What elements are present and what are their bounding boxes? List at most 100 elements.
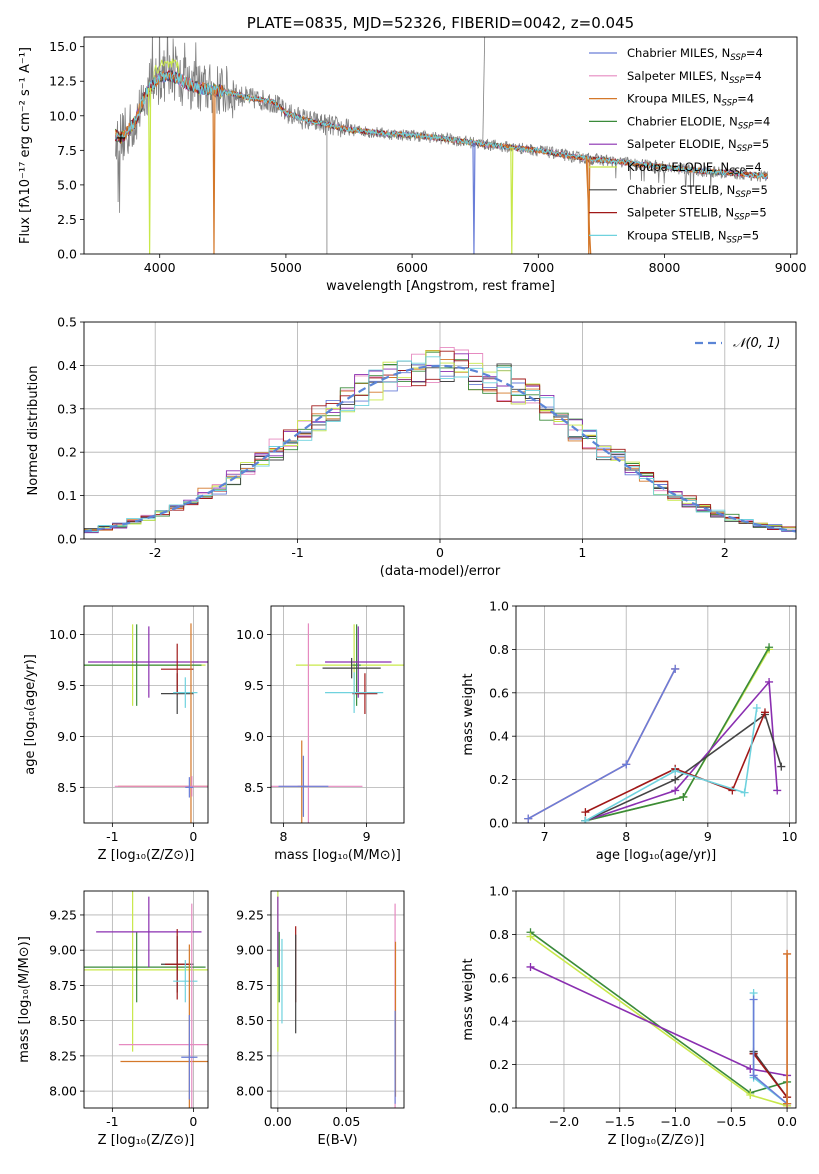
weight-marker bbox=[783, 949, 792, 958]
panel-age-vs-Z: -1 0 8.5 9.0 9.5 10.0 Z [log₁₀(Z/Z⊙)] age [log₁… bbox=[23, 605, 209, 863]
plot-area-residuals bbox=[84, 322, 796, 539]
legend-label: Kroupa MILES, NSSP=4 bbox=[627, 92, 754, 109]
weight-marker bbox=[760, 708, 769, 717]
observed-spectrum bbox=[115, 37, 769, 213]
y-tick-label: 0.8 bbox=[489, 927, 509, 942]
plot-area-age-vs-mass bbox=[271, 606, 404, 823]
axes-frame bbox=[83, 36, 798, 255]
weight-marker bbox=[581, 808, 590, 817]
x-axis-label: Z [log₁₀(Z/Z⊙)] bbox=[98, 1133, 195, 1148]
x-tick-label: 0 bbox=[189, 829, 197, 844]
x-tick-label: 9000 bbox=[775, 260, 807, 275]
y-tick-label: 0.0 bbox=[489, 816, 509, 831]
x-tick-label: 5000 bbox=[270, 260, 302, 275]
y-tick-label: 8.00 bbox=[236, 1084, 264, 1099]
model-dip bbox=[472, 142, 476, 254]
weight-marker bbox=[749, 1071, 758, 1080]
y-axis-label: mass weight bbox=[461, 958, 476, 1040]
y-tick-label: 0.8 bbox=[489, 642, 509, 657]
x-tick-label: −1.0 bbox=[660, 1114, 690, 1129]
x-tick-label: 0.00 bbox=[264, 1114, 292, 1129]
y-tick-label: 8.50 bbox=[236, 1013, 264, 1028]
panel-weight-vs-Z: −2.0 −1.5 −1.0 −0.5 0.0 0.0 0.2 0.4 0.6 0.8 1.0 Z [… bbox=[461, 884, 797, 1149]
y-tick-label: 0.4 bbox=[489, 729, 509, 744]
y-tick-label: 0.5 bbox=[57, 315, 77, 330]
x-axis-label: Z [log₁₀(Z/Z⊙)] bbox=[98, 848, 195, 863]
x-tick-label: 0.0 bbox=[777, 1114, 797, 1129]
model-dip bbox=[585, 157, 592, 254]
x-tick-label: 8000 bbox=[649, 260, 681, 275]
x-tick-label: 0.05 bbox=[332, 1114, 360, 1129]
weight-marker bbox=[765, 677, 774, 686]
weight-marker bbox=[728, 786, 737, 795]
legend: Chabrier MILES, NSSP=4 Salpeter MILES, NS… bbox=[589, 46, 770, 245]
y-tick-label: 9.0 bbox=[57, 729, 77, 744]
chart-title: PLATE=0835, MJD=52326, FIBERID=0042, z=0… bbox=[247, 14, 634, 32]
y-axis-label: mass weight bbox=[461, 673, 476, 755]
y-tick-label: 12.5 bbox=[49, 74, 77, 89]
y-tick-label: 8.00 bbox=[49, 1084, 77, 1099]
legend-label: Chabrier ELODIE, NSSP=4 bbox=[627, 114, 770, 131]
x-tick-label: 0 bbox=[436, 545, 444, 560]
legend-label: Salpeter ELODIE, NSSP=5 bbox=[627, 137, 769, 154]
weight-marker bbox=[679, 792, 688, 801]
weight-marker bbox=[783, 1099, 792, 1108]
panel-mass-vs-ebv: 0.00 0.05 8.00 8.25 8.50 8.75 9.00 9.25 E(B-V) bbox=[236, 890, 405, 1148]
axes-frame bbox=[83, 605, 209, 824]
y-tick-label: 1.0 bbox=[489, 884, 509, 899]
weight-line bbox=[527, 668, 676, 820]
y-tick-label: 0.6 bbox=[489, 685, 509, 700]
x-tick-label: 9 bbox=[704, 829, 712, 844]
model-spectrum bbox=[115, 69, 768, 179]
y-tick-label: 9.00 bbox=[49, 943, 77, 958]
y-tick-label: 8.25 bbox=[236, 1048, 264, 1063]
y-axis-label: mass [log₁₀(M/M⊙)] bbox=[17, 936, 32, 1063]
legend-label: Kroupa ELODIE, NSSP=4 bbox=[627, 160, 762, 177]
y-tick-label: 0.4 bbox=[489, 1014, 509, 1029]
x-tick-label: −1.5 bbox=[605, 1114, 635, 1129]
weight-line bbox=[585, 711, 766, 813]
y-tick-label: 8.5 bbox=[244, 780, 264, 795]
plot-area-mass-vs-Z bbox=[84, 891, 208, 1108]
weight-marker bbox=[671, 775, 680, 784]
x-tick-label: 8 bbox=[622, 829, 630, 844]
axes-frame bbox=[515, 890, 797, 1109]
axes-frame bbox=[270, 605, 405, 824]
x-axis-label: (data-model)/error bbox=[380, 564, 501, 579]
y-tick-label: 10.0 bbox=[49, 627, 77, 642]
panel-residuals: -2 -1 0 1 2 0.0 0.1 0.2 0.3 0.4 0.5 (data-model)/er… bbox=[26, 315, 797, 579]
weight-marker bbox=[622, 760, 631, 769]
y-tick-label: 8.75 bbox=[49, 978, 77, 993]
axes-frame bbox=[83, 321, 797, 540]
y-tick-label: 0.1 bbox=[57, 488, 77, 503]
axes-frame bbox=[270, 890, 405, 1109]
x-tick-label: 7 bbox=[541, 829, 549, 844]
x-tick-label: -1 bbox=[106, 1114, 118, 1129]
y-tick-label: 0.2 bbox=[489, 772, 509, 787]
y-tick-label: 8.5 bbox=[57, 780, 77, 795]
y-tick-label: 0.2 bbox=[57, 445, 77, 460]
weight-marker bbox=[773, 786, 782, 795]
y-tick-label: 8.25 bbox=[49, 1048, 77, 1063]
x-tick-label: 2 bbox=[721, 545, 729, 560]
weight-marker bbox=[526, 932, 535, 941]
x-tick-label: 10 bbox=[782, 829, 798, 844]
weight-marker bbox=[777, 762, 786, 771]
plot-area-weight-vs-age bbox=[516, 606, 796, 823]
weight-marker bbox=[671, 766, 680, 775]
plot-area-spectrum: + bbox=[115, 37, 769, 254]
x-axis-label: E(B-V) bbox=[317, 1133, 357, 1148]
y-tick-label: 8.75 bbox=[236, 978, 264, 993]
x-tick-label: 7000 bbox=[522, 260, 554, 275]
y-tick-label: 9.0 bbox=[244, 729, 264, 744]
panel-age-vs-mass: 8 9 8.5 9.0 9.5 10.0 mass [log₁₀(M/M⊙)] bbox=[236, 605, 405, 863]
x-tick-label: 6000 bbox=[396, 260, 428, 275]
y-tick-label: 8.50 bbox=[49, 1013, 77, 1028]
axes-frame bbox=[83, 890, 209, 1109]
y-tick-label: 9.25 bbox=[236, 907, 264, 922]
y-tick-label: 15.0 bbox=[49, 39, 77, 54]
x-tick-label: −2.0 bbox=[549, 1114, 579, 1129]
y-tick-label: 0.0 bbox=[489, 1101, 509, 1116]
